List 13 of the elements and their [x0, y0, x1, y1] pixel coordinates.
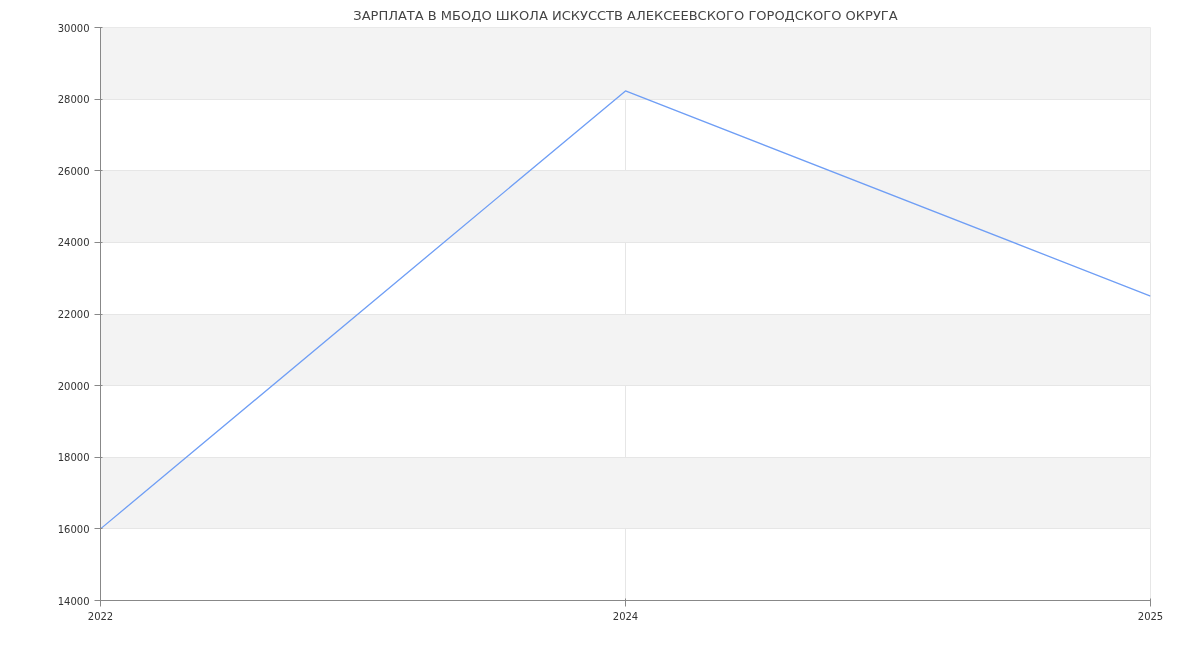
y-tick-label: 16000 [57, 523, 90, 535]
y-tick-label: 20000 [57, 380, 90, 392]
x-tick-label: 2025 [1137, 610, 1164, 622]
y-tick-label: 24000 [57, 237, 90, 249]
y-tick-label: 22000 [57, 309, 90, 320]
y-tick-label: 26000 [57, 165, 90, 177]
x-tick-label: 2022 [87, 610, 114, 622]
y-tick-label: 18000 [57, 452, 90, 464]
y-tick-label: 30000 [57, 22, 90, 34]
y-tick-label: 28000 [57, 94, 90, 106]
y-tick-label: 14000 [57, 595, 90, 607]
x-tick-label: 2024 [612, 610, 639, 622]
chart-title: ЗАРПЛАТА В МБОДО ШКОЛА ИСКУССТВ АЛЕКСЕЕВСКОГО ГОРОДСКОГО ОКРУГА [353, 7, 898, 23]
